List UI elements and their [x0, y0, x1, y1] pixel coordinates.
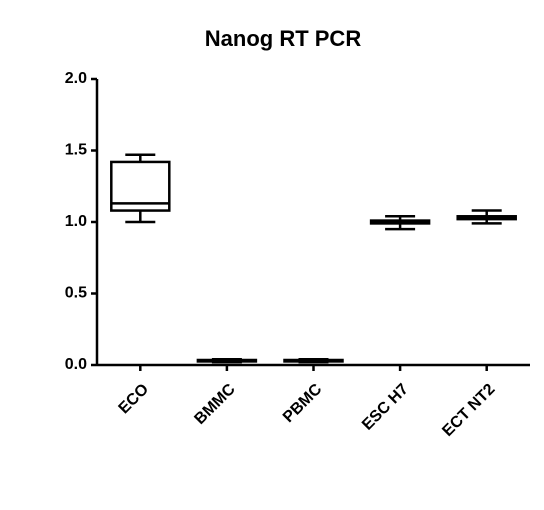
- y-tick-label: 2.0: [65, 70, 87, 87]
- y-tick-label: 1.0: [65, 213, 87, 230]
- y-tick-label: 0.0: [65, 356, 87, 373]
- x-tick-label: ECO: [116, 381, 153, 418]
- y-tick-label: 1.5: [65, 142, 87, 159]
- x-tick-label: BMMC: [192, 380, 240, 428]
- x-tick-label: ESC H7: [359, 381, 412, 434]
- chart-title: Nanog RT PCR: [205, 26, 362, 51]
- y-tick-label: 0.5: [65, 285, 87, 302]
- x-tick-label: PBMC: [280, 380, 326, 426]
- x-tick-label: ECT NT2: [439, 381, 498, 440]
